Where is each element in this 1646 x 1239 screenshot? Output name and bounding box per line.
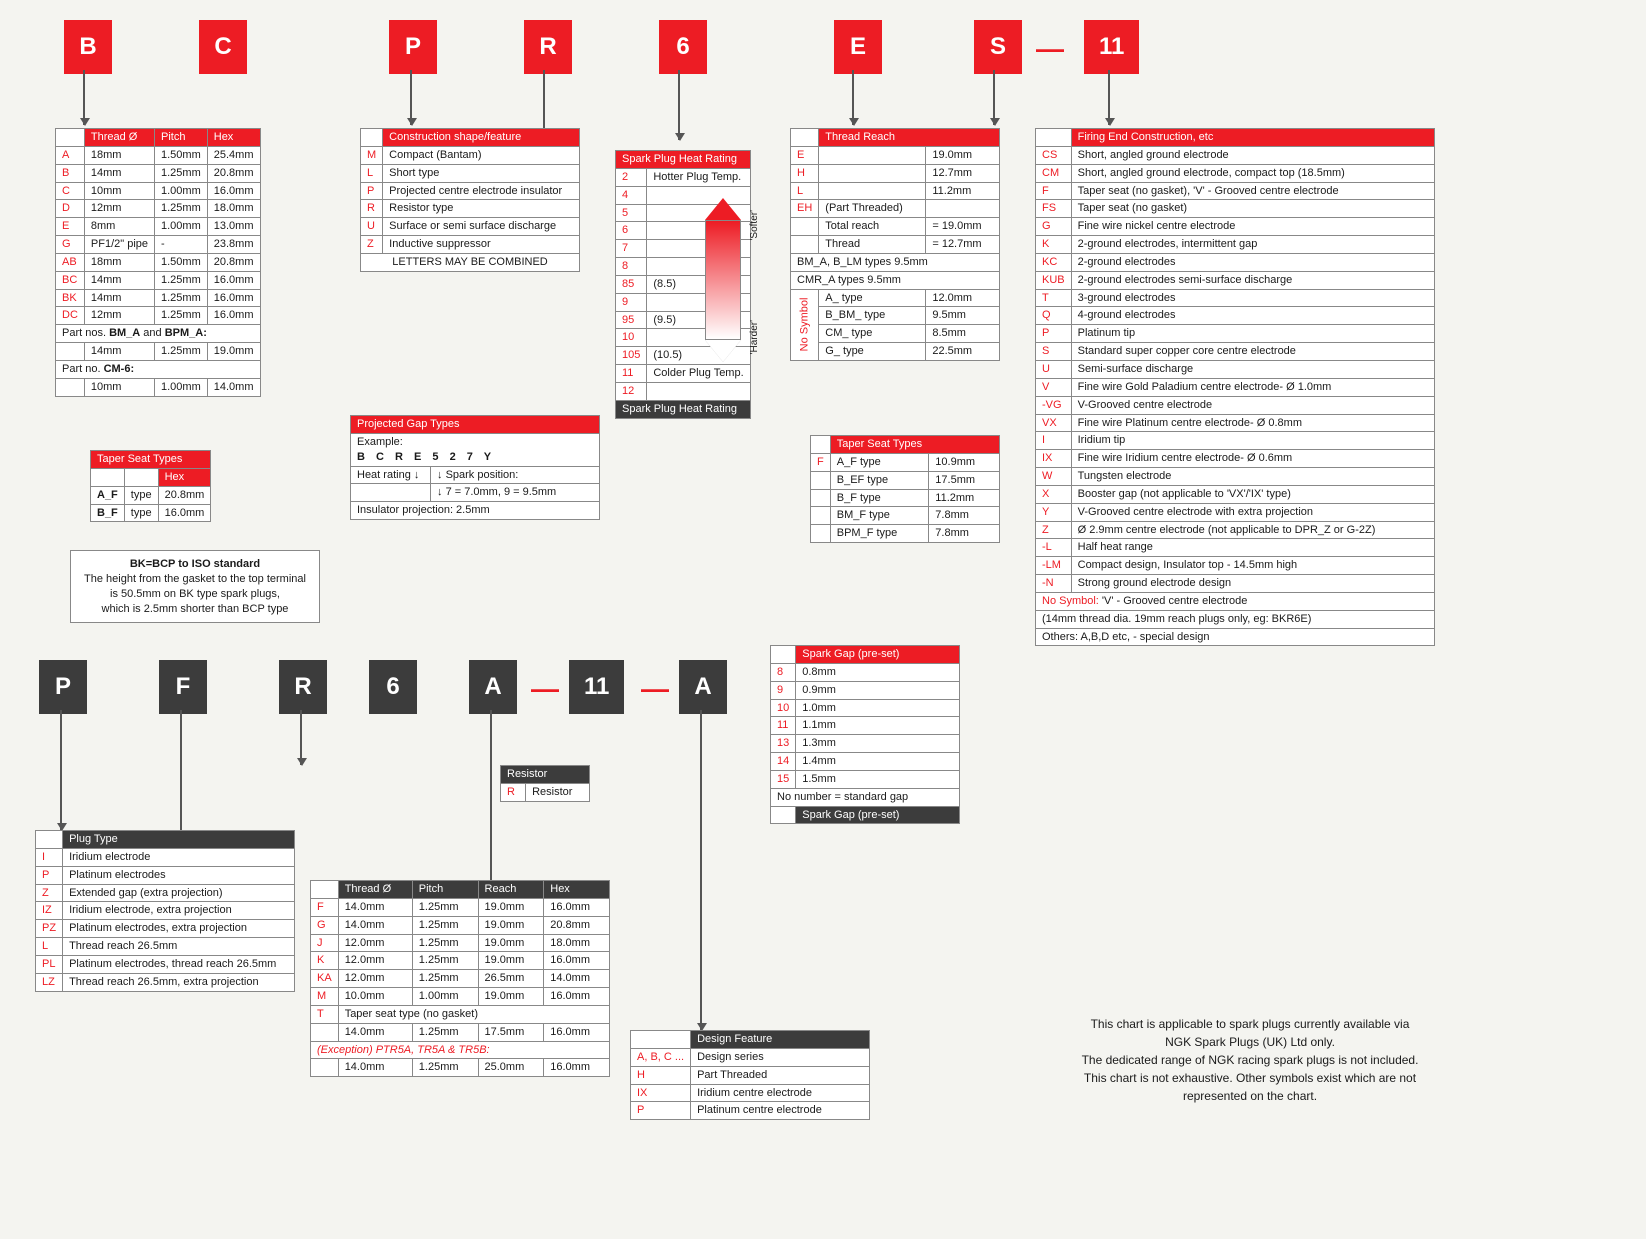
code2-A: A [469, 660, 517, 714]
spark-gap-table: Spark Gap (pre-set)80.8mm90.9mm101.0mm11… [770, 645, 960, 824]
harder-label: 'Harder' [748, 320, 762, 354]
code-B: B [64, 20, 112, 74]
code2-dash2: — [640, 670, 670, 708]
code2-A2: A [679, 660, 727, 714]
softer-label: 'Softer' [748, 210, 762, 241]
code2-11: 11 [569, 660, 624, 714]
code2-F: F [159, 660, 207, 714]
thread-reach-table: Thread ReachE19.0mmH12.7mmL11.2mmEH(Part… [790, 128, 1000, 361]
thread-dia-table: Thread ØPitchHexA18mm1.50mm25.4mmB14mm1.… [55, 128, 261, 397]
taper-seat-2: Taper Seat TypesFA_F type10.9mmB_EF type… [810, 435, 1000, 543]
code2-dash1: — [530, 670, 560, 708]
code-S: S [974, 20, 1022, 74]
code2-R: R [279, 660, 327, 714]
code2-P: P [39, 660, 87, 714]
code-6: 6 [659, 20, 707, 74]
construction-table: Construction shape/featureMCompact (Bant… [360, 128, 580, 272]
code-dash: — [1035, 30, 1065, 68]
code-P: P [389, 20, 437, 74]
plug-type-table: Plug TypeIIridium electrodePPlatinum ele… [35, 830, 295, 992]
disclaimer: This chart is applicable to spark plugs … [1030, 1015, 1470, 1105]
firing-end-table: Firing End Construction, etcCSShort, ang… [1035, 128, 1435, 646]
code2-6: 6 [369, 660, 417, 714]
code-E: E [834, 20, 882, 74]
projected-gap: Projected Gap Types Example: B C R E 5 2… [350, 415, 600, 520]
bk-note: BK=BCP to ISO standard The height from t… [70, 550, 320, 623]
taper-seat-1: Taper Seat TypesHexA_Ftype20.8mmB_Ftype1… [90, 450, 211, 522]
resistor-table: Resistor RResistor [500, 765, 590, 802]
code-R: R [524, 20, 572, 74]
thread-table-2: Thread ØPitchReachHexF14.0mm1.25mm19.0mm… [310, 880, 610, 1077]
code-C: C [199, 20, 247, 74]
design-feature-table: Design FeatureA, B, C ...Design seriesHP… [630, 1030, 870, 1120]
code-11: 11 [1084, 20, 1139, 74]
